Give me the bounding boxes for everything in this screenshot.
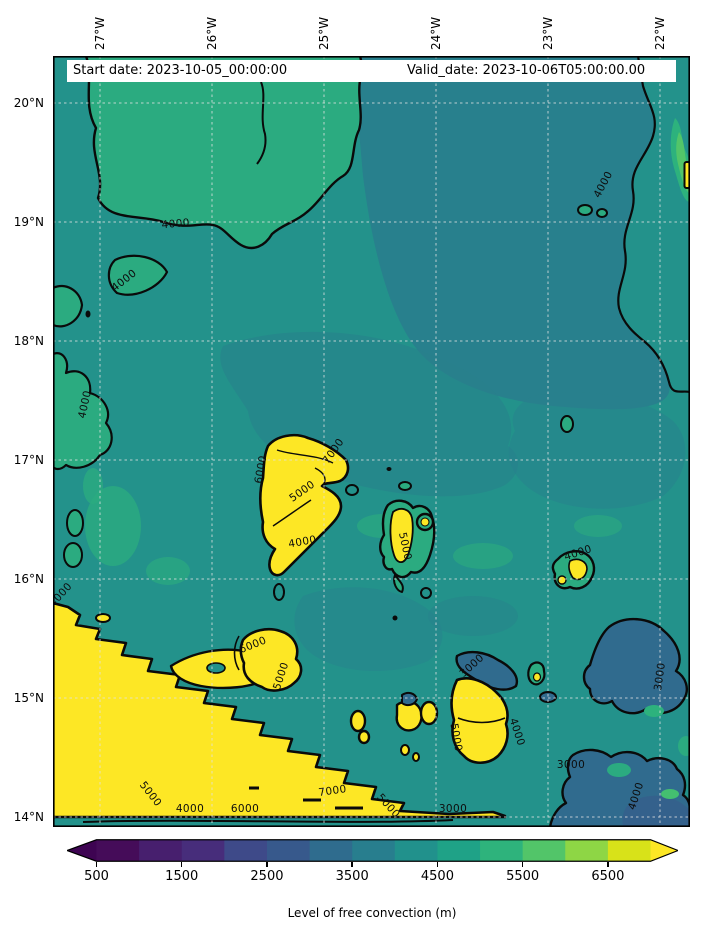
region-southwest-maximum (53, 601, 507, 819)
title-band: Start date: 2023-10-05_00:00:00 Valid_da… (67, 60, 676, 82)
colorbar-svg (65, 839, 680, 862)
lon-tick-label: 22°W (653, 16, 667, 50)
colorbar-segment (139, 839, 183, 862)
colorbar-segment (394, 839, 439, 862)
colorbar-segment (352, 839, 396, 862)
colorbar-segment (437, 839, 481, 862)
lat-tick-label: 16°N (13, 572, 44, 586)
contour-label-3000: 3000 (652, 662, 668, 692)
contour-label-5000: 5000 (396, 531, 414, 561)
start-date-text: Start date: 2023-10-05_00:00:00 (73, 63, 288, 78)
contour-label-4000: 4000 (287, 534, 317, 551)
contour-label-3000: 3000 (439, 803, 467, 815)
colorbar-tickmark (266, 862, 268, 867)
colorbar-tick-label: 1500 (165, 869, 199, 884)
colorbar-segment (224, 839, 268, 862)
colorbar-label: Level of free convection (m) (287, 906, 457, 920)
colorbar-tickmark (95, 862, 98, 867)
lat-tick-label: 14°N (13, 810, 44, 824)
colorbar-over-arrow (650, 839, 678, 862)
map-plot-area: 4000 4000 4000 4000 4000 7000 6000 5000 4000 5000… (53, 56, 690, 827)
contour-label-4000: 4000 (76, 389, 94, 419)
contour-label-6000: 6000 (253, 454, 270, 484)
lon-tick-label: 25°W (317, 16, 331, 50)
contour-label-3000: 3000 (557, 759, 585, 771)
colorbar-tickmark (521, 862, 524, 867)
colorbar-segment (522, 839, 566, 862)
contour-label-5000: 5000 (448, 722, 465, 752)
colorbar-tickmark (436, 862, 439, 867)
colorbar-under-arrow (67, 839, 97, 862)
contour-label-4000: 4000 (176, 803, 204, 815)
colorbar-tick-label: 500 (84, 869, 109, 884)
contour-4000-northeast (617, 56, 690, 394)
colorbar-tick-label: 3500 (335, 869, 369, 884)
valid-date-text: Valid_date: 2023-10-06T05:00:00.00 (407, 63, 646, 78)
lat-tick-label: 20°N (13, 96, 44, 110)
colorbar-tick-label: 6500 (591, 869, 625, 884)
colorbar-segment (266, 839, 311, 862)
lat-tick-label: 19°N (13, 215, 44, 229)
gridlines (53, 56, 690, 827)
lat-tick-label: 18°N (13, 334, 44, 348)
lon-tick-label: 23°W (541, 16, 555, 50)
colorbar-tickmark (351, 862, 353, 867)
contour-label-6000: 6000 (231, 803, 259, 815)
colorbar (65, 839, 680, 862)
colorbar-tick-label: 4500 (420, 869, 454, 884)
colorbar-tickmark (607, 862, 609, 867)
colorbar-tickmark (180, 862, 183, 867)
colorbar-tick-label: 2500 (250, 869, 284, 884)
colorbar-segment (607, 839, 652, 862)
axes-border (53, 56, 690, 827)
colorbar-segment (181, 839, 225, 862)
lat-tick-label: 17°N (13, 453, 44, 467)
colorbar-segment (565, 839, 609, 862)
colorbar-segment (309, 839, 353, 862)
lon-tick-label: 27°W (93, 16, 107, 50)
colorbar-segment (480, 839, 524, 862)
soft-field-patches (83, 56, 686, 672)
lat-tick-label: 15°N (13, 691, 44, 705)
colorbar-tick-label: 5500 (506, 869, 540, 884)
contour-regions (53, 56, 690, 827)
contour-label-4000: 4000 (161, 217, 190, 231)
lon-tick-label: 26°W (205, 16, 219, 50)
contour-label-7000: 7000 (318, 783, 348, 799)
lon-tick-label: 24°W (429, 16, 443, 50)
colorbar-segment (96, 839, 140, 862)
